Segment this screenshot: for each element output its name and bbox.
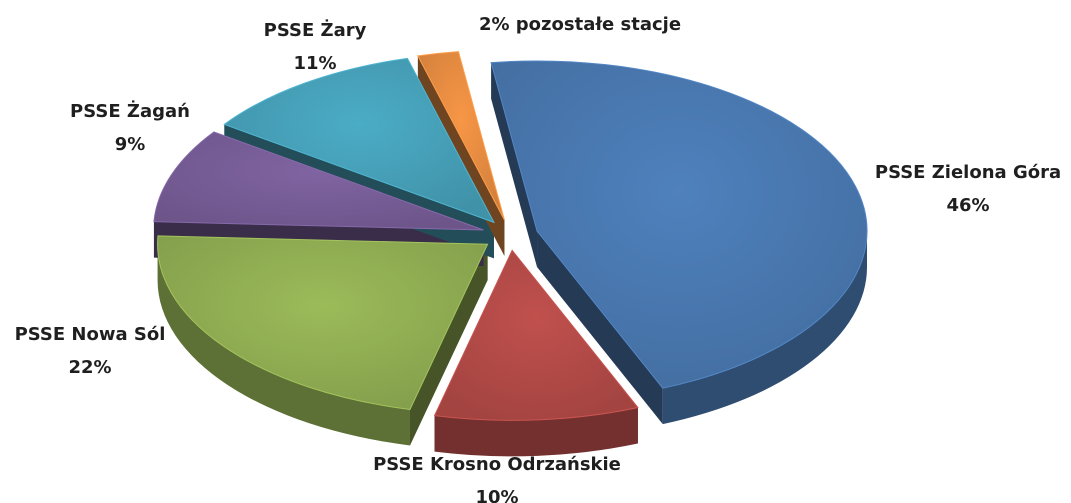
value-label: 10% xyxy=(475,487,518,503)
slice-side xyxy=(157,244,410,446)
slice xyxy=(223,57,495,224)
category-label: PSSE Zielona Góra xyxy=(875,162,1061,183)
value-label: 46% xyxy=(946,195,989,216)
slice xyxy=(433,249,639,421)
value-label: 9% xyxy=(115,134,146,155)
value-label: 22% xyxy=(68,357,111,378)
slice-label: PSSE Nowa Sól 22% xyxy=(15,324,166,378)
slice-label: PSSE Zielona Góra 46% xyxy=(875,162,1061,216)
category-label: PSSE Żagań xyxy=(70,100,190,122)
category-label: PSSE Żary xyxy=(264,19,367,41)
slice-side xyxy=(434,407,638,457)
slice xyxy=(417,51,505,221)
category-label: pozostałe stacje xyxy=(516,14,681,35)
slice-wall xyxy=(537,230,663,425)
slice-wall xyxy=(491,62,538,267)
category-label: PSSE Nowa Sól xyxy=(15,324,166,345)
value-label: 11% xyxy=(293,53,336,74)
slice-wall xyxy=(409,244,488,446)
slice-side xyxy=(662,230,868,425)
category-label: PSSE Krosno Odrzańskie xyxy=(373,454,621,475)
slice xyxy=(153,131,484,231)
slice-label: PSSE Żagań 9% xyxy=(70,100,190,155)
slice-label: 2% pozostałe stacje xyxy=(479,14,681,35)
slice xyxy=(157,235,489,410)
value-label: 2% xyxy=(479,14,510,35)
slice xyxy=(490,60,868,389)
slice-label: PSSE Żary 11% xyxy=(264,19,367,74)
slice-label: PSSE Krosno Odrzańskie 10% xyxy=(373,454,621,503)
